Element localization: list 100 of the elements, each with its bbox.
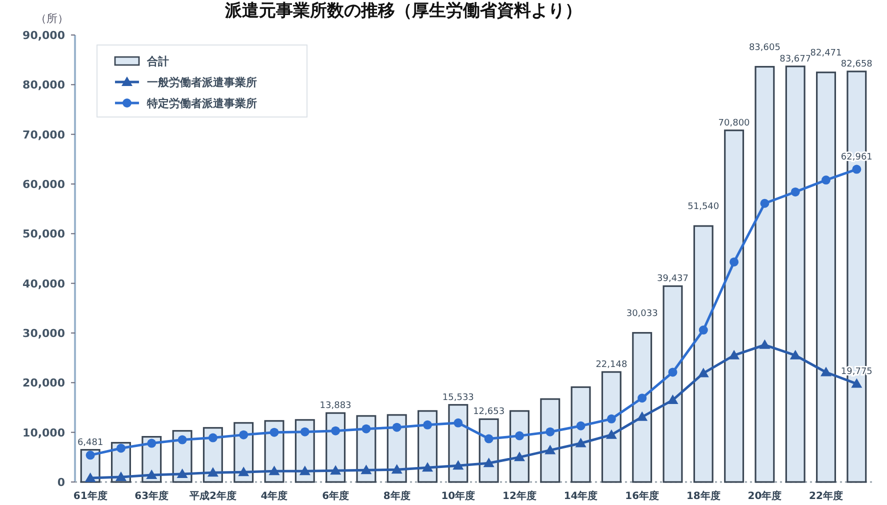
x-tick-label: 6年度: [322, 490, 350, 502]
x-tick-label: 18年度: [686, 490, 720, 502]
point: [331, 426, 340, 436]
point: [86, 450, 95, 460]
point: [238, 466, 250, 476]
point: [576, 421, 586, 430]
data-label: 82,471: [810, 48, 842, 58]
point: [270, 428, 279, 437]
point: [84, 472, 96, 482]
x-tick-label: 61年度: [73, 490, 108, 502]
bar: [693, 225, 714, 483]
point: [299, 466, 310, 476]
point: [452, 460, 464, 470]
data-label: 13,883: [320, 401, 352, 412]
x-tick-label: 14年度: [564, 490, 598, 502]
point: [484, 434, 494, 444]
bar: [570, 386, 591, 483]
point: [820, 366, 832, 376]
data-label: 6,481: [77, 438, 104, 448]
point: [422, 462, 434, 472]
point: [146, 470, 158, 480]
point: [176, 468, 188, 478]
point: [178, 435, 187, 444]
point: [207, 467, 218, 477]
y-axis-title: （所）: [36, 12, 68, 25]
point: [759, 339, 770, 349]
data-label: 30,033: [626, 308, 658, 319]
data-label: 70,800: [718, 118, 750, 128]
legend-label: 一般労働者派遣事業所: [147, 76, 257, 89]
bar: [601, 371, 622, 483]
point: [851, 378, 862, 388]
point: [606, 429, 617, 439]
y-tick-label: 0: [57, 476, 66, 489]
bar: [662, 285, 683, 483]
point: [392, 422, 402, 432]
data-label: 12,653: [473, 407, 505, 418]
point: [362, 424, 371, 434]
data-label: 15,533: [442, 392, 474, 403]
point: [852, 164, 862, 174]
point: [698, 368, 709, 378]
x-tick-label: 8年度: [383, 490, 410, 502]
bar: [724, 130, 744, 483]
y-tick-label: 40,000: [22, 277, 66, 290]
legend-label: 特定労働者派遣事業所: [146, 97, 257, 110]
point: [423, 420, 432, 430]
y-tick-label: 50,000: [22, 228, 66, 241]
point: [116, 444, 126, 453]
point: [239, 430, 248, 440]
point: [268, 466, 280, 476]
point: [483, 458, 494, 468]
point: [391, 464, 402, 474]
y-tick-label: 10,000: [22, 426, 66, 440]
y-tick-label: 60,000: [22, 178, 66, 191]
x-tick-label: 12年度: [502, 490, 536, 502]
point: [790, 350, 801, 360]
x-tick-label: 4年度: [260, 490, 288, 502]
point: [300, 427, 310, 436]
x-tick-label: 22年度: [809, 490, 843, 502]
point: [546, 427, 555, 436]
y-tick-label: 70,000: [22, 128, 66, 142]
point: [636, 411, 648, 421]
x-tick-label: 63年度: [134, 490, 169, 502]
point: [544, 444, 556, 454]
data-label: 83,677: [780, 54, 812, 64]
bar: [785, 66, 806, 483]
x-tick-label: 16年度: [625, 490, 660, 502]
bar: [816, 72, 836, 483]
point: [606, 414, 616, 424]
point: [698, 326, 708, 335]
point: [730, 257, 739, 266]
point: [454, 418, 463, 428]
point: [760, 198, 770, 208]
point: [208, 433, 218, 442]
legend-label: 合計: [146, 55, 169, 68]
bar: [632, 332, 652, 483]
point: [728, 350, 740, 360]
data-label: 51,540: [688, 202, 720, 212]
point: [115, 472, 126, 482]
point: [822, 176, 831, 185]
point: [638, 394, 647, 403]
y-tick-label: 90,000: [22, 29, 66, 42]
point: [575, 438, 586, 448]
data-label: 22,148: [596, 360, 628, 370]
point: [668, 368, 678, 377]
x-tick-label: 平成2年度: [188, 490, 236, 502]
chart-title: 派遣元事業所数の推移（厚生労働省資料より）: [224, 1, 582, 21]
bar: [754, 66, 775, 483]
x-tick-label: 20年度: [748, 490, 782, 502]
y-tick-label: 80,000: [22, 78, 66, 92]
point: [360, 464, 372, 474]
point: [330, 465, 342, 475]
point: [514, 452, 525, 462]
data-label: 82,658: [840, 59, 873, 70]
point: [790, 187, 800, 196]
point: [514, 431, 524, 440]
y-tick-label: 20,000: [22, 376, 66, 390]
data-label: 83,605: [748, 42, 780, 53]
y-tick-label: 30,000: [22, 327, 66, 340]
point: [147, 438, 156, 448]
x-tick-label: 10年度: [441, 490, 476, 502]
